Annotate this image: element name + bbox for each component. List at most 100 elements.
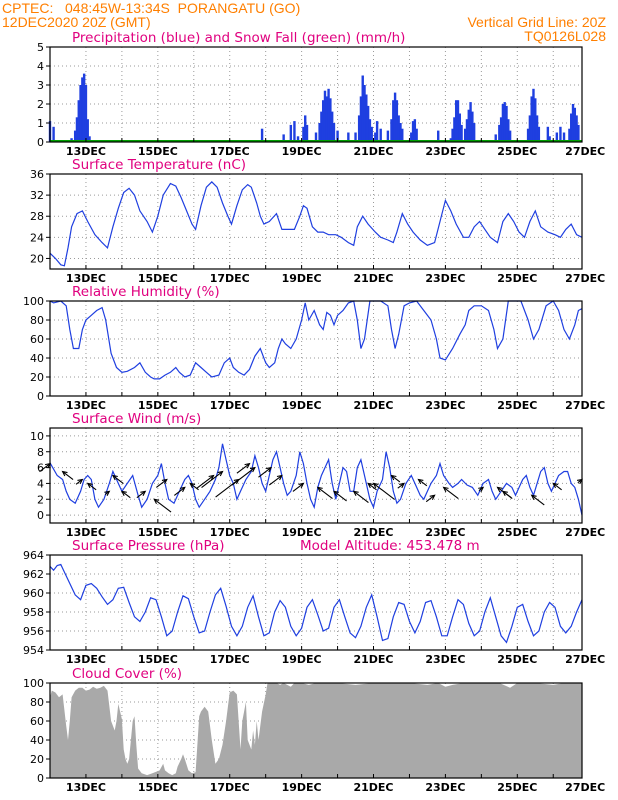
precip-bar: [451, 128, 454, 142]
x-tick-label: 17DEC: [210, 399, 250, 412]
precip-bar: [494, 134, 497, 142]
precip-bar: [282, 134, 285, 142]
precip-bar: [573, 107, 577, 142]
precip-bar: [84, 85, 88, 142]
y-tick-label: 2: [37, 493, 44, 506]
panel-title: Surface Temperature (nC): [72, 157, 246, 173]
x-tick-label: 21DEC: [353, 272, 393, 285]
panel-1: 0 1 2 3 4 5 13DEC 15DEC 17DEC 19DEC 21DEC 23DEC 25DE…: [37, 30, 605, 158]
wind-arrowhead: [189, 482, 196, 489]
wind-arrow: [367, 482, 377, 491]
x-tick-label: 17DEC: [210, 781, 250, 794]
x-tick-label: 27DEC: [565, 653, 605, 666]
plot-frame: [49, 682, 583, 779]
wind-arrowhead: [372, 482, 379, 489]
x-tick-label: 19DEC: [282, 653, 322, 666]
y-tick-label: 3: [37, 79, 44, 92]
x-tick-label: 17DEC: [210, 145, 250, 158]
y-tick-label: 962: [23, 568, 44, 581]
panel-title: Cloud Cover (%): [72, 666, 182, 682]
precip-bar: [535, 115, 539, 142]
plot-frame: [49, 427, 583, 524]
x-tick-label: 19DEC: [282, 526, 322, 539]
x-tick-label: 19DEC: [282, 145, 322, 158]
x-tick-label: 23DEC: [425, 781, 465, 794]
wind-arrow: [353, 490, 369, 503]
precip-bar: [321, 100, 325, 142]
panel-2: 20 24 28 32 36 13DEC 15DEC 17DEC 19DEC 21DEC 23DEC…: [30, 157, 605, 285]
panel-title: Precipitation (blue) and Snow Fall (gree…: [72, 30, 405, 46]
precip-bar: [397, 115, 400, 142]
y-tick-label: 80: [30, 696, 44, 709]
wind-arrow: [62, 471, 74, 480]
wind-arrowhead: [208, 474, 215, 481]
wind-arrow: [443, 486, 459, 500]
wind-arrowhead: [276, 474, 283, 481]
wind-arrow: [231, 467, 256, 486]
x-tick-label: 19DEC: [282, 272, 322, 285]
precip-bar: [498, 124, 501, 142]
series-line: [49, 443, 583, 516]
wind-arrowhead: [478, 486, 485, 493]
panel-5: 954 956 958 960 962 964 13DEC 15DEC 17DEC 19DEC 21…: [23, 538, 605, 666]
wind-arrow: [502, 490, 512, 499]
wind-arrowhead: [316, 486, 323, 493]
plot-frame: [49, 173, 583, 270]
x-tick-label: 15DEC: [138, 781, 178, 794]
precip-bar: [463, 128, 467, 142]
x-tick-label: 13DEC: [66, 272, 106, 285]
precip-bar: [379, 128, 382, 142]
wind-arrowhead: [298, 482, 305, 489]
precip-bar: [546, 126, 550, 142]
wind-arrowhead: [120, 490, 127, 497]
header-grid-note: Vertical Grid Line: 20Z: [467, 14, 606, 30]
precip-bar: [570, 113, 573, 142]
precip-bar: [320, 111, 323, 142]
precip-bar: [471, 111, 474, 142]
x-tick-label: 27DEC: [565, 526, 605, 539]
wind-arrow: [153, 498, 172, 513]
wind-arrowhead: [367, 482, 374, 489]
y-tick-label: 24: [30, 231, 44, 244]
precip-bar: [501, 104, 505, 142]
wind-arrow: [87, 482, 97, 491]
y-tick-label: 100: [23, 677, 44, 690]
wind-arrow: [397, 482, 405, 489]
wind-arrow: [418, 479, 428, 487]
precip-bar: [365, 94, 368, 142]
x-tick-label: 25DEC: [497, 145, 537, 158]
precip-bar: [354, 132, 357, 142]
panel-title: Surface Wind (m/s): [72, 411, 201, 427]
precip-bar: [458, 113, 461, 142]
wind-arrow: [317, 486, 333, 500]
x-tick-label: 23DEC: [425, 272, 465, 285]
y-tick-label: 20: [30, 371, 44, 384]
precip-bar: [302, 126, 305, 142]
precip-bar: [508, 130, 512, 142]
x-tick-label: 21DEC: [353, 653, 393, 666]
precip-bar: [336, 130, 339, 142]
precip-bar: [528, 115, 532, 142]
precip-bar: [330, 111, 334, 142]
wind-arrowhead: [442, 486, 449, 493]
wind-arrowhead: [61, 470, 68, 477]
plot-frame: [49, 554, 583, 651]
precip-bar: [314, 132, 318, 142]
x-tick-label: 21DEC: [353, 781, 393, 794]
precip-bar: [555, 132, 559, 142]
panel-title: Surface Pressure (hPa): [72, 538, 225, 554]
y-tick-label: 4: [37, 60, 44, 73]
x-tick-label: 27DEC: [565, 399, 605, 412]
x-tick-label: 15DEC: [138, 272, 178, 285]
precip-bar: [293, 121, 296, 142]
wind-arrowhead: [417, 478, 424, 485]
wind-arrow: [268, 475, 283, 486]
panel-4: 0 2 4 6 8 10 13DEC 15DEC 17DEC 19DEC 21DEC 23DEC 25D…: [30, 411, 605, 539]
wind-arrow: [136, 490, 146, 499]
precip-bar: [374, 132, 377, 142]
wind-arrowhead: [530, 494, 537, 500]
precip-bar: [347, 132, 350, 142]
wind-arrowhead: [179, 486, 186, 493]
precip-bar: [296, 136, 300, 142]
